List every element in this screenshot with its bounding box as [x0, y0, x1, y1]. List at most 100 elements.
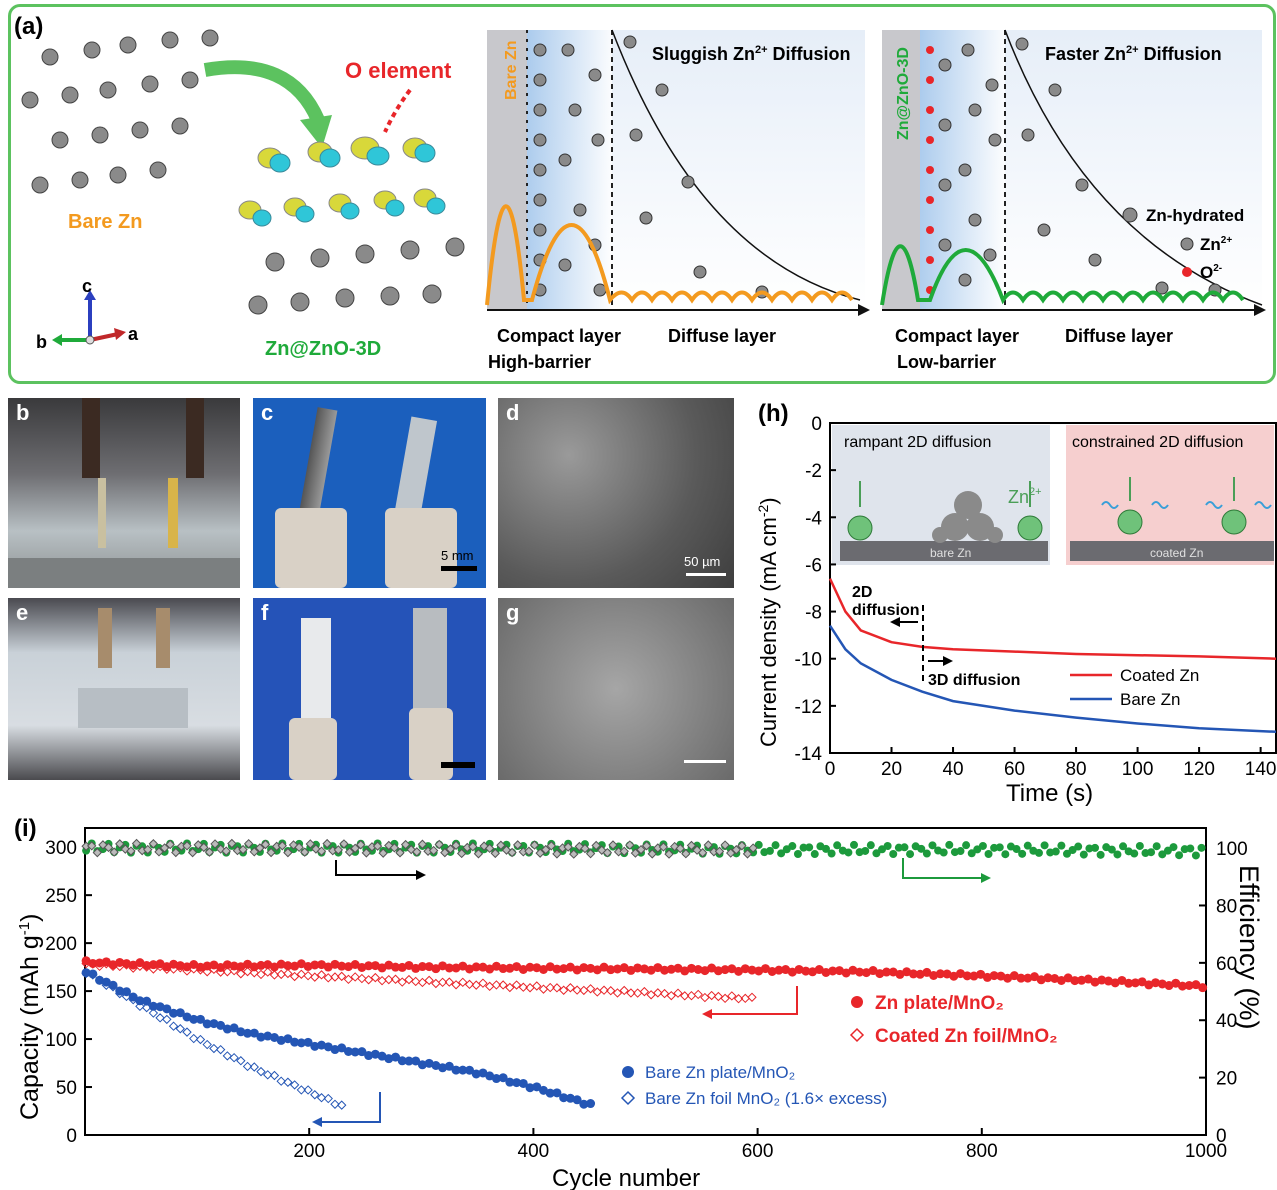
i-point-5	[143, 844, 153, 855]
photo-d-label: d	[506, 400, 520, 425]
i-point-1	[289, 971, 300, 982]
i-point-2	[162, 1004, 172, 1014]
i-point-5	[339, 839, 349, 849]
i-point-1	[451, 980, 461, 990]
left-diffusion-diagram: Bare Zn Sluggish Zn2+ Diffusion Compact …	[485, 29, 870, 372]
i-point-5	[535, 848, 545, 858]
i-point-2	[310, 1041, 320, 1051]
i-point-5	[636, 844, 646, 855]
i-point-5	[126, 846, 136, 856]
i-point-3	[296, 1085, 307, 1095]
i-y2tick-label: 60	[1216, 954, 1237, 975]
i-point-0	[276, 959, 286, 969]
i-point-5	[87, 841, 97, 851]
i-point-5	[92, 847, 103, 858]
svg-text:Faster Zn2+ Diffusion: Faster Zn2+ Diffusion	[1045, 44, 1222, 64]
h-xtick-label: 140	[1245, 759, 1277, 780]
i-point-0	[121, 959, 131, 969]
i-point-5	[490, 848, 500, 859]
i-point-5	[131, 838, 142, 849]
i-point-0	[693, 964, 703, 974]
i-point-0	[337, 961, 347, 971]
i-point-5	[686, 840, 697, 851]
i-point-0	[1029, 972, 1039, 982]
i-point-2	[538, 1085, 548, 1095]
i-point-3	[182, 1027, 192, 1037]
i-ytick-label: 200	[45, 934, 77, 955]
h-series-bare-zn	[828, 625, 1277, 734]
i-point-4	[1186, 844, 1195, 853]
zno-yellow-lobes	[238, 136, 437, 220]
zno-cyan-lobes	[252, 143, 446, 227]
i-point-5	[725, 848, 736, 858]
svg-text:Bare Zn: Bare Zn	[503, 40, 520, 100]
i-point-4	[861, 846, 870, 855]
i-point-5	[496, 840, 506, 850]
i-point-1	[458, 977, 468, 988]
i-point-5	[507, 847, 517, 858]
i-point-5	[731, 845, 742, 855]
i-point-5	[109, 847, 119, 857]
i-point-5	[389, 843, 400, 853]
bare-zn-label: Bare Zn	[68, 211, 142, 233]
i-y2tick-label: 80	[1216, 896, 1237, 917]
i-point-4	[1169, 843, 1178, 852]
i-point-3	[94, 975, 105, 985]
i-point-4	[866, 841, 875, 850]
i-point-2	[572, 1095, 582, 1105]
i-point-4	[928, 841, 937, 850]
i-point-0	[1191, 980, 1201, 990]
i-point-0	[249, 962, 259, 972]
i-point-4	[771, 841, 780, 850]
i-point-0	[101, 957, 111, 967]
h-xtick-label: 0	[825, 759, 836, 780]
i-point-1	[256, 969, 266, 980]
i-point-0	[364, 961, 374, 971]
i-point-5	[344, 847, 355, 857]
photo-g-label: g	[506, 600, 520, 625]
photo-b: b	[8, 398, 240, 588]
i-point-4	[889, 849, 898, 858]
i-point-1	[162, 964, 172, 974]
i-point-0	[1117, 975, 1127, 985]
i-point-0	[666, 964, 676, 974]
i-point-3	[128, 994, 138, 1005]
legend-coated-zn-foil: Coated Zn foil/MnO₂	[875, 1026, 1058, 1047]
i-point-0	[969, 971, 979, 981]
panel-a-label: (a)	[14, 13, 43, 40]
i-point-1	[733, 994, 744, 1004]
i-point-1	[727, 991, 737, 1001]
i-point-5	[512, 840, 523, 850]
o-element-label: O element	[345, 58, 452, 83]
panel-h-label: (h)	[758, 400, 789, 427]
i-point-2	[525, 1083, 535, 1093]
i-point-5	[445, 844, 456, 854]
i-point-5	[524, 846, 534, 856]
i-point-2	[391, 1052, 401, 1062]
photo-c-scale: 5 mm	[441, 548, 474, 563]
i-point-0	[391, 962, 401, 972]
i-point-1	[572, 985, 582, 995]
i-point-2	[115, 986, 125, 996]
i-point-1	[612, 988, 623, 998]
i-point-4	[939, 848, 948, 857]
i-point-0	[1171, 978, 1181, 988]
i-point-2	[243, 1028, 253, 1038]
transform-arrow-head	[300, 115, 332, 148]
i-point-0	[747, 965, 757, 975]
i-point-3	[148, 1008, 159, 1018]
h-ytick-label: -12	[795, 697, 822, 718]
i-point-4	[1096, 850, 1105, 859]
panel-h-ylabel: Current density (mA cm-2)	[755, 497, 781, 747]
h-xtick-label: 20	[881, 759, 902, 780]
i-point-4	[1147, 848, 1156, 857]
i-point-3	[202, 1039, 212, 1050]
i-point-0	[612, 964, 622, 974]
i-point-0	[633, 963, 643, 973]
i-point-2	[565, 1093, 575, 1103]
i-point-0	[801, 966, 811, 976]
i-point-5	[484, 843, 495, 854]
i-point-5	[305, 839, 316, 849]
photo-d: 50 µm d	[498, 398, 734, 588]
i-point-5	[552, 849, 562, 859]
